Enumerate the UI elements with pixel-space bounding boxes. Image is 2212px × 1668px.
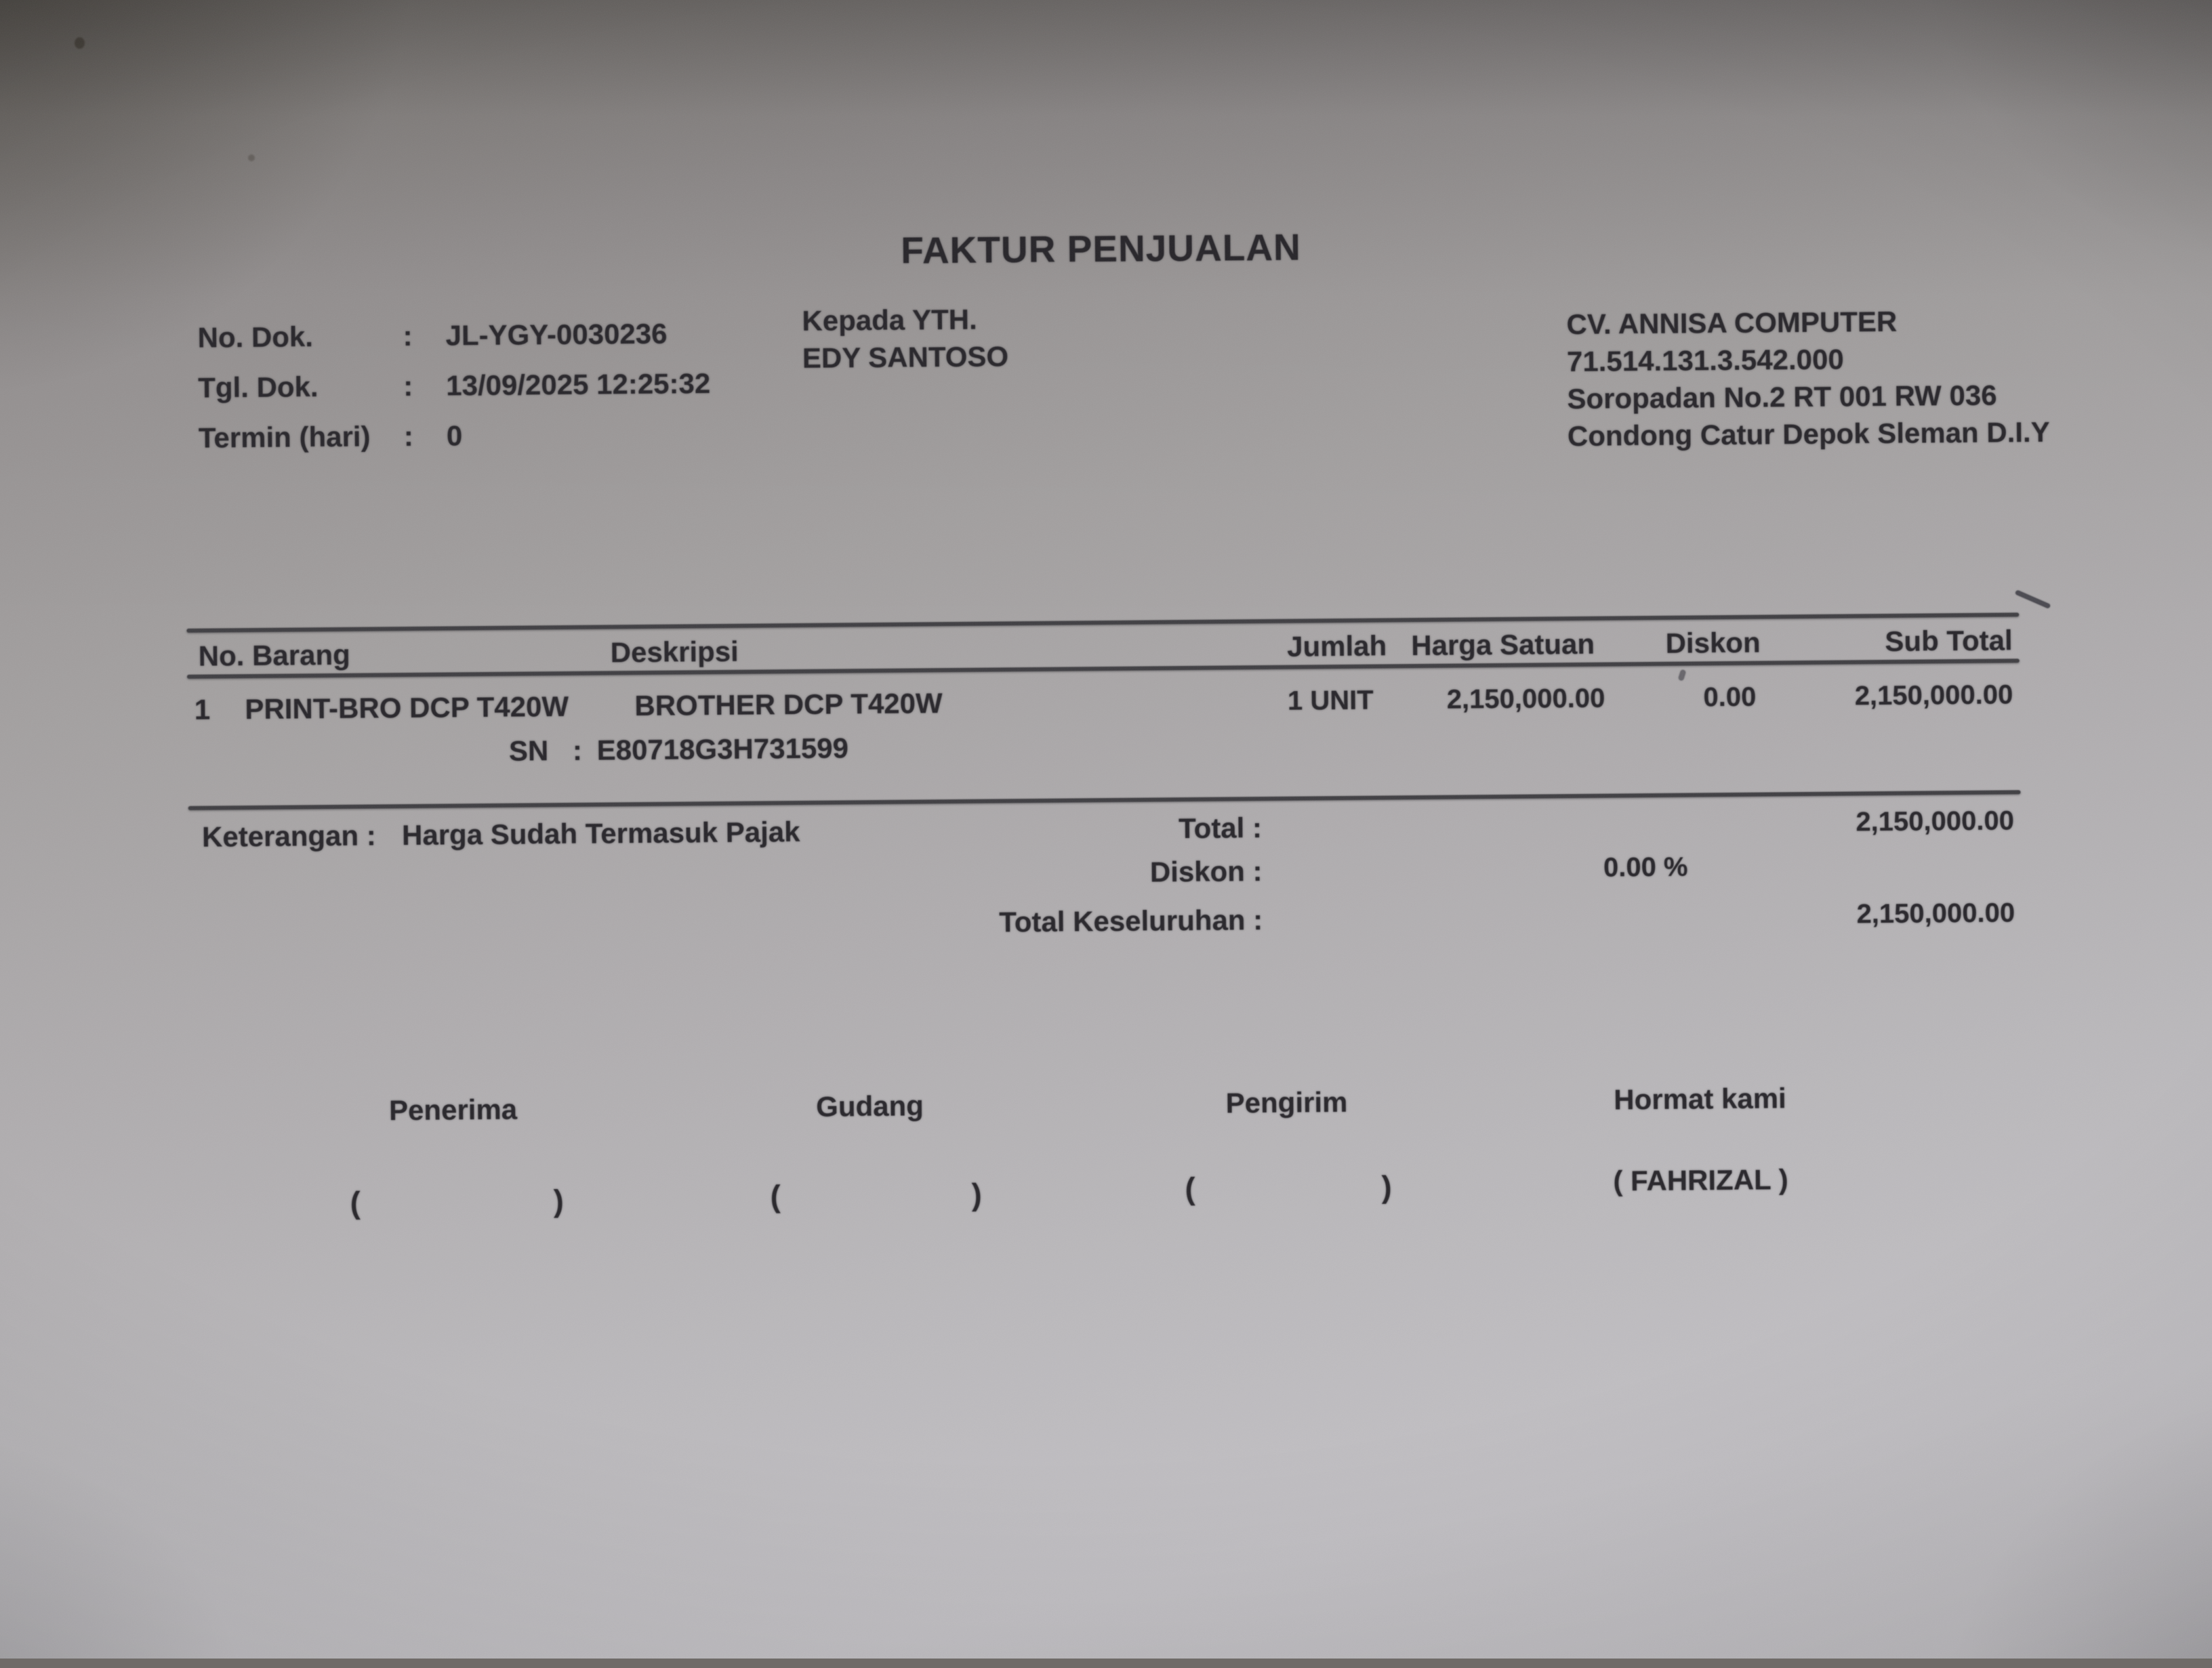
- recipient-salutation: Kepada YTH.: [802, 303, 977, 337]
- stray-pen-mark: [2014, 589, 2051, 609]
- signature-name-fahrizal: ( FAHRIZAL ): [1613, 1163, 1788, 1197]
- term-value: 0: [446, 419, 463, 452]
- item-code: PRINT-BRO DCP T420W: [245, 690, 569, 726]
- signature-label-penerima: Penerima: [388, 1093, 518, 1127]
- item-qty: 1 UNIT: [1287, 685, 1374, 716]
- col-header-sub-total: Sub Total: [1885, 624, 2013, 657]
- total-label: Total :: [1178, 811, 1263, 845]
- signature-area-penerima: ( ): [350, 1184, 564, 1220]
- signature-area-pengirim: ( ): [1185, 1169, 1391, 1206]
- doc-number-value: JL-YGY-0030236: [445, 317, 668, 352]
- signature-label-hormat-kami: Hormat kami: [1614, 1082, 1786, 1116]
- remarks-label: Keterangan :: [201, 819, 376, 853]
- col-header-diskon: Diskon: [1665, 626, 1761, 659]
- signature-label-gudang: Gudang: [816, 1089, 924, 1123]
- grand-total-value: 2,150,000.00: [1856, 898, 2015, 930]
- discount-value: 0.00 %: [1603, 852, 1688, 883]
- item-discount: 0.00: [1703, 682, 1757, 713]
- recipient-name: EDY SANTOSO: [802, 340, 1009, 374]
- item-no: 1: [194, 693, 211, 726]
- seller-name: CV. ANNISA COMPUTER: [1566, 305, 1898, 341]
- discount-label: Diskon :: [1149, 854, 1263, 888]
- close-paren: ): [971, 1177, 982, 1212]
- item-description: BROTHER DCP T420W: [634, 687, 943, 722]
- total-value: 2,150,000.00: [1856, 806, 2015, 837]
- dust-speck: [248, 154, 255, 161]
- seller-address2: Condong Catur Depok Sleman D.I.Y: [1567, 415, 2050, 453]
- term-label: Termin (hari): [198, 420, 371, 454]
- table-header-rule: [186, 659, 2020, 679]
- table-bottom-rule: [188, 790, 2021, 810]
- serial-label: SN: [508, 734, 549, 767]
- close-paren: ): [1381, 1169, 1392, 1205]
- grand-total-label: Total Keseluruhan :: [999, 903, 1263, 938]
- doc-number-colon: :: [403, 319, 413, 352]
- item-serial-line: SN : E80718G3H731599: [509, 732, 848, 768]
- serial-colon: :: [572, 734, 583, 766]
- stray-speck-mark: [1677, 669, 1687, 682]
- open-paren: (: [770, 1179, 781, 1214]
- term-colon: :: [403, 419, 414, 453]
- serial-value: E80718G3H731599: [596, 732, 849, 766]
- seller-address1: Soropadan No.2 RT 001 RW 036: [1567, 379, 1997, 415]
- col-header-no-barang: No. Barang: [198, 638, 350, 672]
- col-header-deskripsi: Deskripsi: [610, 635, 739, 669]
- remarks-value: Harga Sudah Termasuk Pajak: [401, 815, 800, 852]
- doc-number-label: No. Dok.: [197, 320, 314, 354]
- invoice-title: FAKTUR PENJUALAN: [901, 226, 1302, 272]
- doc-date-value: 13/09/2025 12:25:32: [446, 367, 711, 402]
- col-header-jumlah: Jumlah: [1286, 629, 1387, 663]
- item-subtotal: 2,150,000.00: [1854, 680, 2013, 711]
- signature-area-gudang: ( ): [770, 1177, 981, 1214]
- signature-label-pengirim: Pengirim: [1225, 1085, 1348, 1119]
- close-paren: ): [553, 1184, 564, 1219]
- doc-date-colon: :: [403, 369, 413, 402]
- dust-speck: [75, 37, 85, 49]
- seller-npwp: 71.514.131.3.542.000: [1566, 343, 1844, 378]
- open-paren: (: [1185, 1171, 1195, 1207]
- doc-date-label: Tgl. Dok.: [198, 371, 319, 404]
- open-paren: (: [350, 1185, 361, 1220]
